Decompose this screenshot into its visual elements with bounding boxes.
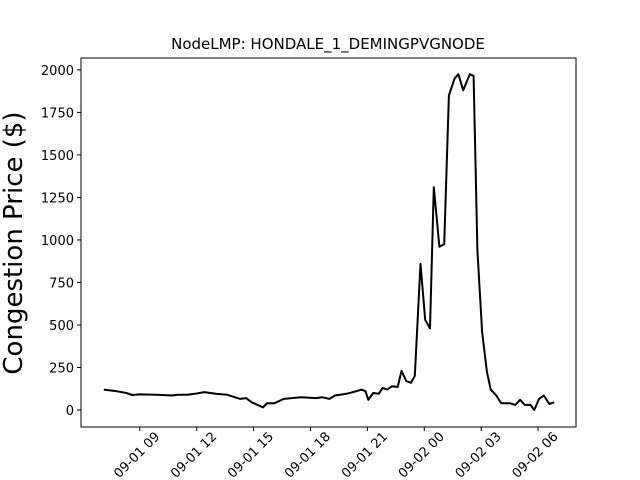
line-series [103,73,555,411]
y-tick-label: 250 [49,361,74,376]
chart-title: NodeLMP: HONDALE_1_DEMINGPVGNODE [171,35,485,54]
x-tick-label: 09-02 06 [510,430,562,480]
y-tick-label: 0 [66,404,74,419]
y-tick-label: 1250 [41,191,74,206]
y-tick-label: 2000 [41,64,74,79]
plot-frame [80,57,577,428]
y-tick-label: 1500 [41,149,74,164]
x-tick-label: 09-02 03 [453,430,505,480]
x-tick-label: 09-01 09 [111,430,163,480]
y-tick-label: 1750 [41,106,74,121]
x-tick-label: 09-01 21 [339,430,391,480]
x-tick-label: 09-01 18 [282,430,334,480]
x-tick-label: 09-01 12 [168,430,220,480]
y-axis-label: Congestion Price ($) [0,111,29,374]
x-tick-label: 09-01 15 [225,430,277,480]
y-tick-label: 500 [49,319,74,334]
y-tick-label: 750 [49,276,74,291]
x-tick-label: 09-02 00 [396,430,448,480]
y-tick-label: 1000 [41,234,74,249]
